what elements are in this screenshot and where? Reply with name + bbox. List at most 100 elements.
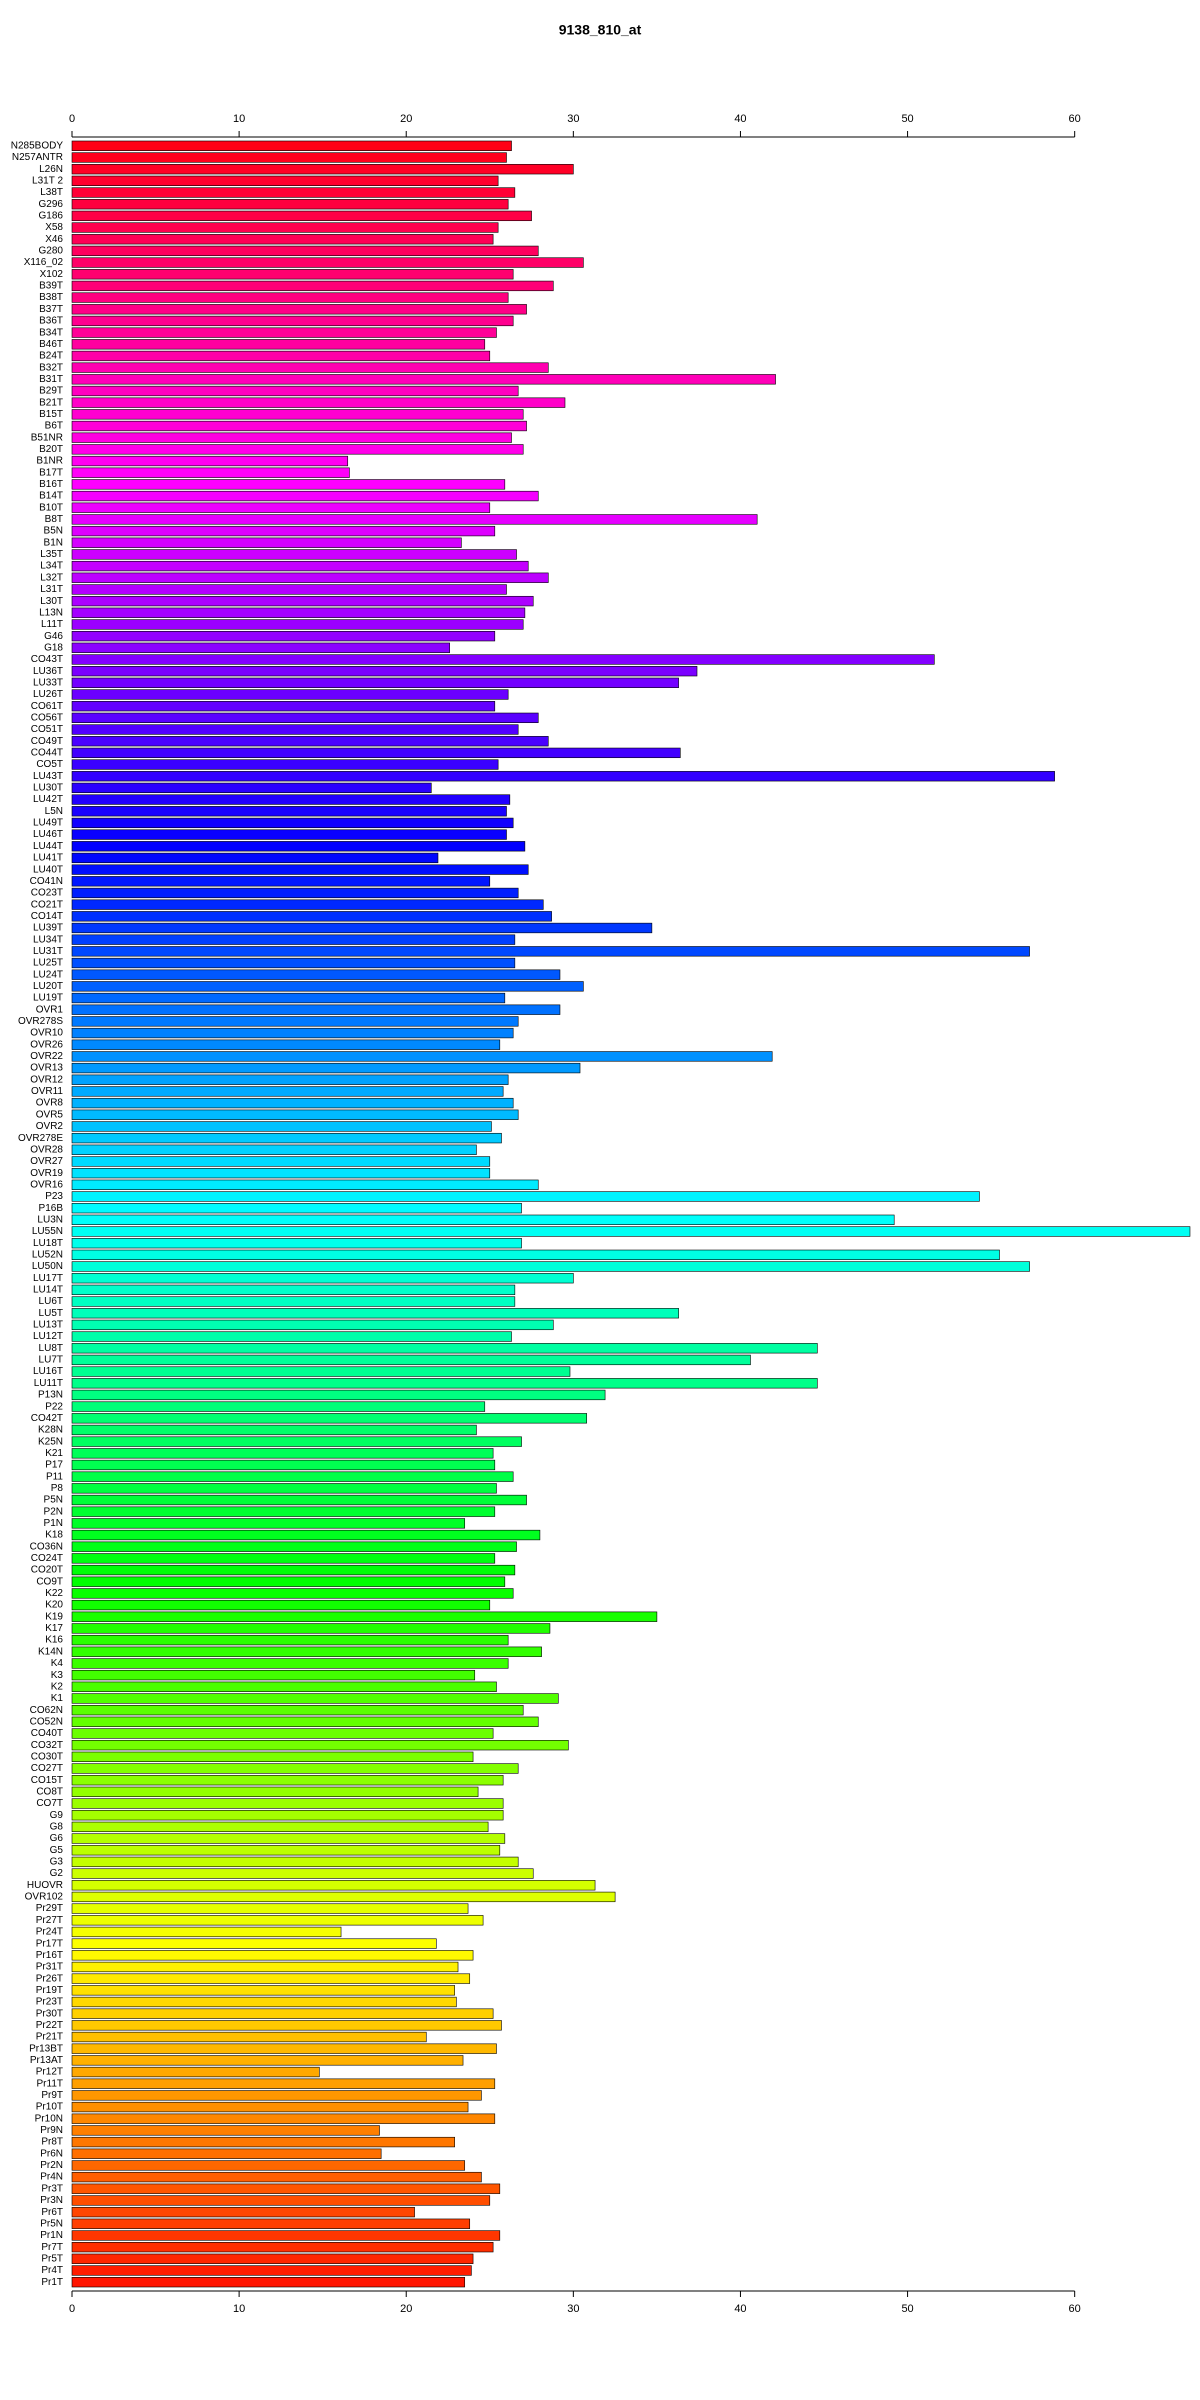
- bar: [71, 829, 507, 840]
- bar: [71, 957, 516, 969]
- y-tick-label: OVR1: [36, 1004, 64, 1015]
- bar: [71, 187, 516, 198]
- y-tick-label: P17: [45, 1460, 63, 1471]
- bar: [71, 1798, 504, 1809]
- bar: [71, 1669, 476, 1681]
- bar: [71, 1016, 519, 1027]
- bar: [71, 2066, 320, 2078]
- y-tick-label: G9: [50, 1810, 64, 1821]
- bar: [71, 315, 514, 327]
- bar: [71, 2078, 496, 2089]
- y-tick-label: P23: [45, 1191, 63, 1202]
- bar: [71, 841, 526, 852]
- bar: [71, 175, 499, 187]
- y-tick-label: Pr31T: [36, 1962, 63, 1973]
- bar: [71, 420, 527, 432]
- y-tick-label: Pr3N: [40, 2195, 63, 2206]
- bar: [71, 747, 681, 759]
- y-tick-label: B37T: [39, 304, 63, 315]
- y-tick-label: Pr10N: [35, 2113, 63, 2124]
- bar: [71, 397, 566, 408]
- y-tick-label: B10T: [39, 502, 63, 513]
- bar: [71, 1775, 504, 1786]
- bar: [71, 1413, 588, 1424]
- y-tick-label: LU26T: [33, 689, 63, 700]
- y-tick-label: B8T: [45, 514, 63, 525]
- y-tick-label: CO44T: [31, 748, 63, 759]
- bar: [71, 385, 519, 397]
- y-tick-label: LU7T: [39, 1355, 63, 1366]
- x-tick-label: 60: [1069, 113, 1081, 125]
- y-tick-label: LU52N: [32, 1249, 63, 1260]
- y-tick-label: K4: [51, 1658, 64, 1669]
- y-tick-label: Pr30T: [36, 2008, 63, 2019]
- bar: [71, 1821, 489, 1833]
- y-tick-label: CO42T: [31, 1413, 63, 1424]
- y-tick-label: K2: [51, 1681, 64, 1692]
- bar: [71, 2218, 471, 2229]
- bar: [71, 724, 519, 735]
- x-tick-label: 10: [233, 113, 245, 125]
- y-tick-label: OVR102: [25, 1892, 64, 1903]
- bar: [71, 852, 439, 864]
- y-tick-label: OVR2: [36, 1121, 64, 1132]
- bar: [71, 199, 509, 210]
- y-tick-label: OVR8: [36, 1098, 64, 1109]
- y-tick-label: L35T: [40, 549, 63, 560]
- bar: [71, 759, 499, 770]
- y-tick-label: B34T: [39, 327, 63, 338]
- y-tick-label: G280: [39, 246, 64, 257]
- x-tick-label: 40: [734, 113, 746, 125]
- y-tick-label: LU31T: [33, 946, 63, 957]
- y-tick-label: LU41T: [33, 853, 63, 864]
- bar: [71, 922, 653, 934]
- bar: [71, 1319, 554, 1331]
- y-tick-label: P8: [51, 1483, 64, 1494]
- bar: [71, 1144, 477, 1155]
- y-tick-label: Pr27T: [36, 1915, 63, 1926]
- bar: [71, 549, 517, 560]
- y-tick-label: CO56T: [31, 712, 63, 723]
- y-tick-label: LU14T: [33, 1285, 63, 1296]
- bar: [71, 1658, 509, 1669]
- bar: [71, 1541, 517, 1552]
- bar: [71, 899, 544, 910]
- y-tick-label: CO27T: [31, 1763, 63, 1774]
- bar: [71, 1039, 501, 1050]
- y-tick-label: B6T: [45, 421, 63, 432]
- chart-title: 9138_810_at: [559, 22, 642, 38]
- bar: [71, 1494, 527, 1506]
- y-tick-label: G296: [39, 199, 64, 210]
- bar: [71, 2195, 491, 2206]
- y-tick-label: LU30T: [33, 783, 63, 794]
- bar: [71, 1121, 492, 1132]
- y-tick-label: CO5T: [36, 759, 63, 770]
- y-tick-label: B14T: [39, 491, 63, 502]
- bar: [71, 630, 496, 642]
- y-tick-label: LU19T: [33, 993, 63, 1004]
- y-tick-label: Pr6N: [40, 2148, 63, 2159]
- bar: [71, 2020, 502, 2031]
- y-tick-label: B1N: [44, 537, 63, 548]
- y-tick-label: P1N: [44, 1518, 63, 1529]
- bar: [71, 210, 532, 222]
- bar: [71, 2265, 472, 2276]
- y-tick-label: Pr22T: [36, 2020, 63, 2031]
- y-tick-label: OVR22: [30, 1051, 63, 1062]
- y-tick-label: CO7T: [36, 1798, 63, 1809]
- bar: [71, 1611, 658, 1622]
- y-tick-label: X116_02: [24, 257, 64, 268]
- bar: [71, 269, 514, 280]
- y-tick-label: Pr3T: [41, 2183, 63, 2194]
- bar: [71, 1214, 895, 1225]
- y-tick-label: LU34T: [33, 934, 63, 945]
- bar: [71, 864, 529, 875]
- x-tick-label: 20: [400, 2303, 412, 2315]
- bar: [71, 304, 527, 315]
- bar: [71, 257, 584, 268]
- bar: [71, 1354, 751, 1366]
- y-tick-label: K19: [45, 1611, 63, 1622]
- y-tick-label: CO8T: [36, 1786, 63, 1797]
- bar: [71, 1646, 542, 1657]
- y-tick-label: L30T: [40, 596, 63, 607]
